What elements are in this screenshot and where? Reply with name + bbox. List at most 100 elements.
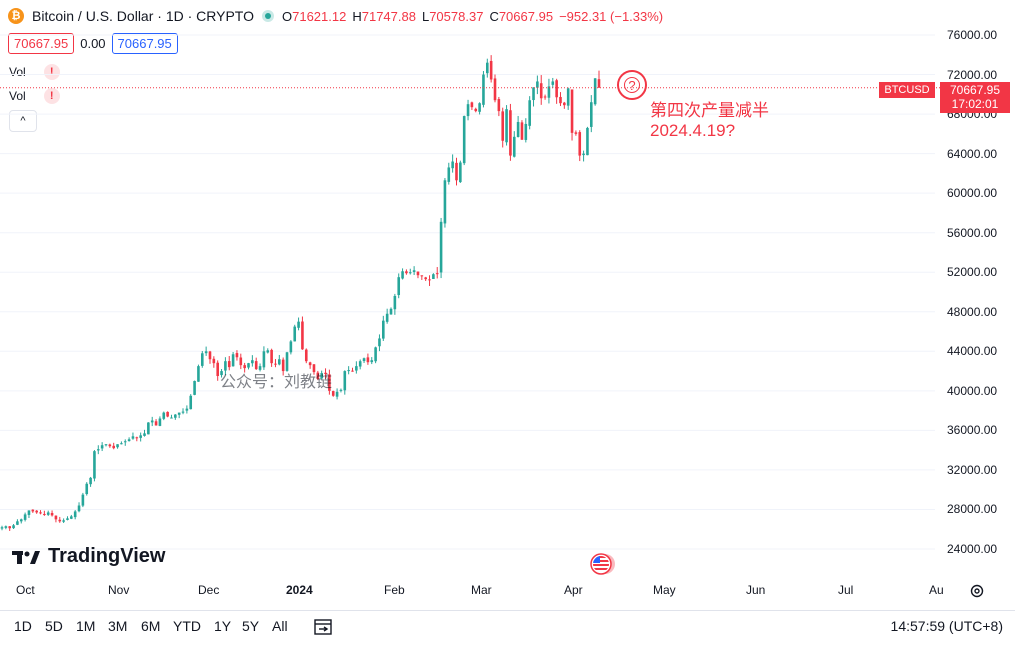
candle-body (39, 512, 42, 514)
candle-body (166, 411, 169, 417)
spread-value: 0.00 (80, 36, 106, 51)
candle-body (220, 371, 223, 376)
bottom-toolbar (0, 610, 1015, 646)
timeframe-ytd-button[interactable]: YTD (173, 618, 201, 634)
candle-body (466, 104, 470, 117)
candle-body (150, 420, 154, 423)
tradingview-logo[interactable]: TradingView (12, 545, 165, 568)
question-marker-icon[interactable]: ? (617, 70, 647, 100)
timeframe-1m-button[interactable]: 1M (76, 618, 96, 634)
indicator-vol-1[interactable]: Vol ! (9, 64, 60, 80)
us-flag-event-icon[interactable] (589, 552, 617, 576)
candle-body (497, 99, 501, 112)
candle-body (516, 121, 520, 137)
candle-body (335, 391, 339, 397)
candle-body (254, 361, 258, 370)
candle-body (509, 110, 512, 156)
candle-body (455, 162, 458, 181)
halving-annotation[interactable]: 第四次产量减半 2024.4.19? (650, 101, 769, 141)
price-tick-label: 72000.00 (947, 67, 998, 82)
candlestick-chart[interactable] (0, 0, 1015, 610)
candle-body (285, 352, 289, 371)
candle-body (77, 505, 81, 512)
candle-body (405, 271, 408, 274)
candle-body (505, 109, 508, 143)
candle-body (439, 221, 443, 273)
candle-body (96, 449, 100, 451)
candle-body (212, 358, 216, 364)
time-tick-label: Au (929, 583, 944, 597)
candle-body (355, 366, 358, 371)
candle-body (208, 351, 212, 360)
symbol-price-tag: BTCUSD (879, 82, 935, 98)
price-tick-label: 48000.00 (947, 304, 998, 319)
date-range-icon[interactable] (313, 616, 333, 636)
candle-body (31, 509, 35, 512)
candle-body (382, 320, 385, 339)
candle-body (197, 366, 200, 382)
timeframe-5y-button[interactable]: 5Y (242, 618, 260, 634)
timeframe-1d-button[interactable]: 1D (14, 618, 32, 634)
change-value: −952.31 (−1.33%) (559, 8, 664, 24)
candle-body (174, 414, 177, 418)
high-label: H (352, 8, 362, 24)
timeframe-1y-button[interactable]: 1Y (214, 618, 232, 634)
candle-body (474, 108, 478, 112)
candle-body (247, 363, 250, 368)
warning-icon[interactable]: ! (43, 88, 60, 104)
candle-body (131, 436, 135, 439)
candle-body (58, 519, 62, 522)
candle-body (566, 88, 570, 106)
warning-icon[interactable]: ! (43, 64, 60, 80)
candle-body (8, 526, 12, 529)
candle-body (435, 273, 439, 275)
indicator-vol-2[interactable]: Vol ! (9, 88, 60, 104)
settings-gear-icon[interactable] (969, 583, 985, 599)
time-tick-label: Oct (16, 583, 35, 597)
timeframe-3m-button[interactable]: 3M (108, 618, 128, 634)
open-value: 71621.12 (292, 8, 347, 24)
open-label: O (281, 8, 293, 24)
sell-price-button[interactable]: 70667.95 (8, 33, 75, 54)
logo-text: TradingView (48, 545, 166, 567)
bitcoin-icon: ₿ (8, 8, 24, 24)
candle-body (424, 277, 427, 280)
candle-body (520, 122, 524, 140)
candle-body (85, 483, 89, 495)
candle-body (331, 391, 335, 396)
timeframe-all-button[interactable]: All (272, 618, 288, 634)
candle-body (143, 433, 146, 436)
candle-body (243, 365, 246, 369)
time-tick-label: Mar (471, 583, 492, 597)
candle-body (397, 277, 401, 296)
marker-text: ? (624, 77, 640, 93)
candle-body (185, 408, 189, 411)
candle-body (262, 351, 266, 368)
candle-body (351, 370, 354, 372)
time-tick-label: Apr (564, 583, 583, 597)
candle-body (23, 514, 27, 520)
candle-body (216, 362, 219, 377)
candle-body (412, 270, 416, 272)
candle-body (123, 441, 127, 443)
candle-body (385, 313, 389, 322)
timeframe-5d-button[interactable]: 5D (45, 618, 63, 634)
candle-body (501, 111, 505, 141)
timeframe-6m-button[interactable]: 6M (141, 618, 161, 634)
candle-body (43, 513, 46, 515)
candle-body (35, 510, 38, 513)
collapse-indicators-button[interactable]: ^ (9, 110, 37, 132)
symbol-title[interactable]: Bitcoin / U.S. Dollar · 1D · CRYPTO (32, 8, 254, 24)
candle-body (81, 494, 85, 506)
candle-body (378, 338, 381, 347)
watermark-text: 公众号：刘教链 (220, 374, 333, 391)
clock-timezone[interactable]: 14:57:59 (UTC+8) (890, 618, 1003, 634)
candle-body (447, 167, 451, 182)
price-tick-label: 76000.00 (947, 28, 998, 42)
candle-body (432, 274, 435, 280)
candle-body (100, 445, 104, 449)
buy-price-button[interactable]: 70667.95 (111, 33, 178, 54)
price-row: 70667.95 0.00 70667.95 (8, 33, 178, 54)
candle-body (347, 370, 350, 372)
price-tick-label: 56000.00 (947, 225, 998, 240)
